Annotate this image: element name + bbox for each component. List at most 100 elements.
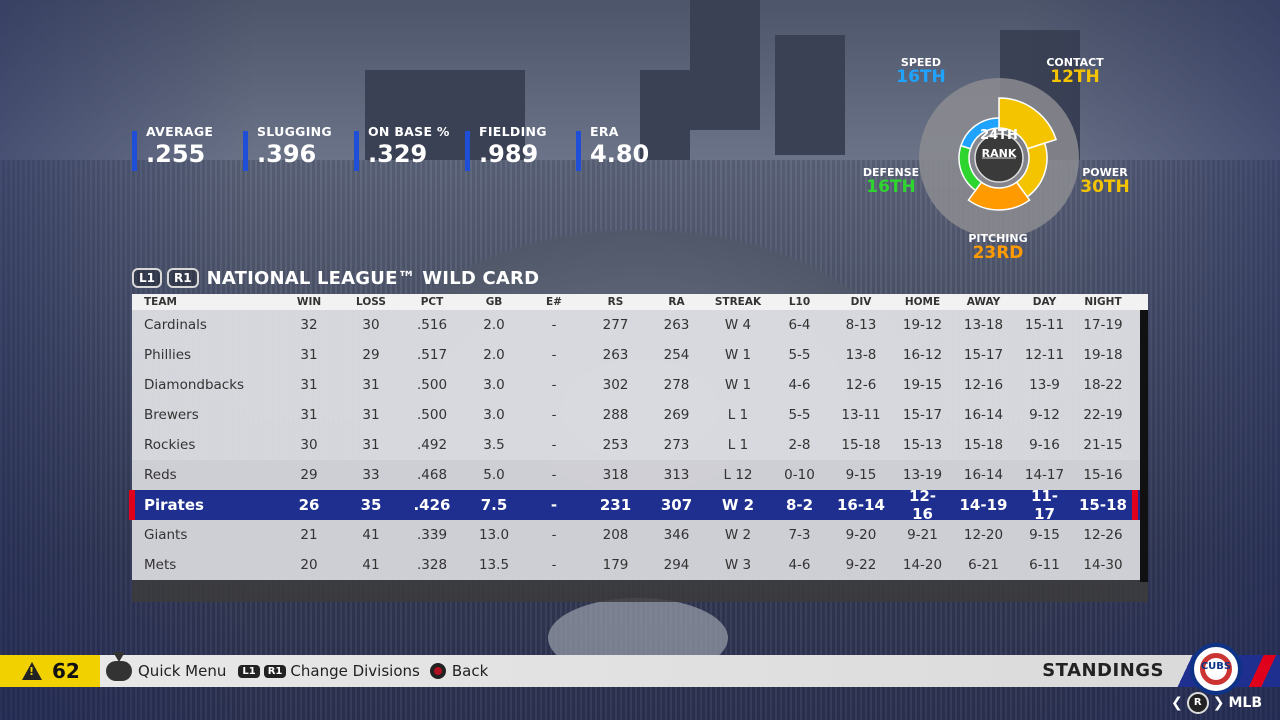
pitching-segment bbox=[967, 181, 1031, 211]
rank-speed-label: SPEED bbox=[900, 56, 942, 69]
table-cell: 14-30 bbox=[1083, 557, 1123, 573]
table-row[interactable]: Phillies 31 29 .517 2.0 - 263 254 W 1 5-5 13-8 16-1… bbox=[132, 340, 1148, 370]
table-cell: 6-21 bbox=[968, 557, 999, 573]
table-row[interactable]: Rockies 30 31 .492 3.5 - 253 273 L 1 2-8 15-18 15-1… bbox=[132, 430, 1148, 460]
table-cell: 278 bbox=[663, 377, 690, 393]
table-cell: 5-5 bbox=[788, 407, 811, 423]
table-cell: 4-6 bbox=[788, 557, 811, 573]
back-label: Back bbox=[451, 662, 489, 680]
table-cell: .516 bbox=[416, 317, 448, 333]
quick-menu-button[interactable]: Quick Menu bbox=[106, 661, 226, 681]
back-button[interactable]: Back bbox=[429, 662, 489, 680]
table-cell: 15-18 bbox=[1079, 496, 1127, 514]
stat-value: .396 bbox=[257, 140, 317, 168]
table-row[interactable]: Reds 29 33 .468 5.0 - 318 313 L 12 0-10 9-15 13-19 1… bbox=[132, 460, 1148, 490]
column-header[interactable]: AWAY bbox=[966, 296, 1001, 308]
table-cell: 14-19 bbox=[959, 496, 1008, 514]
column-header[interactable]: WIN bbox=[296, 296, 322, 308]
table-cell: - bbox=[551, 407, 557, 423]
column-header[interactable]: DIV bbox=[850, 296, 872, 308]
table-cell: 22-19 bbox=[1083, 407, 1123, 423]
column-header[interactable]: STREAK bbox=[714, 296, 762, 308]
table-cell: 16-14 bbox=[963, 467, 1004, 483]
table-cell: 12-26 bbox=[1083, 527, 1123, 543]
column-header[interactable]: LOSS bbox=[356, 296, 386, 308]
column-header[interactable]: L10 bbox=[788, 296, 811, 308]
table-row[interactable]: Brewers 31 31 .500 3.0 - 288 269 L 1 5-5 13-11 15-1… bbox=[132, 400, 1148, 430]
table-row[interactable]: Cardinals 32 30 .516 2.0 - 277 263 W 4 6-4 8-13 19-… bbox=[132, 310, 1148, 340]
table-cell: 15-13 bbox=[902, 437, 943, 453]
column-header[interactable]: HOME bbox=[904, 296, 941, 308]
table-cell: 9-22 bbox=[845, 557, 877, 573]
column-header[interactable]: E# bbox=[546, 296, 562, 308]
stat-value: .255 bbox=[146, 140, 206, 168]
table-cell: .517 bbox=[416, 347, 448, 363]
column-header[interactable]: GB bbox=[485, 296, 503, 308]
league-title: NATIONAL LEAGUE™ WILD CARD bbox=[206, 267, 540, 289]
table-cell: L 1 bbox=[727, 407, 749, 423]
column-header[interactable]: DAY bbox=[1032, 296, 1057, 308]
cubs-logo-text: CUBS bbox=[1200, 661, 1232, 672]
table-cell: 9-15 bbox=[845, 467, 877, 483]
table-cell: 12-16 bbox=[963, 377, 1004, 393]
table-row[interactable]: Giants 21 41 .339 13.0 - 208 346 W 2 7-3 9-20 9-21 1… bbox=[132, 520, 1148, 550]
column-header[interactable]: NIGHT bbox=[1084, 296, 1122, 308]
column-header[interactable]: RS bbox=[607, 296, 624, 308]
stat-fielding: FIELDING .989 bbox=[465, 124, 576, 172]
speed-segment bbox=[960, 117, 1000, 150]
rank-pitching: PITCHING 23RD bbox=[963, 232, 1033, 263]
table-cell: 2.0 bbox=[483, 347, 505, 363]
table-cell: 15-11 bbox=[1024, 317, 1065, 333]
l1-button[interactable]: L1 bbox=[132, 268, 162, 288]
stat-on-base: ON BASE % .329 bbox=[354, 124, 465, 172]
table-cell: 29 bbox=[300, 467, 318, 483]
table-cell: 302 bbox=[602, 377, 629, 393]
warning-icon: ! bbox=[22, 662, 42, 680]
table-cell: W 4 bbox=[724, 317, 752, 333]
table-cell: 4-6 bbox=[788, 377, 811, 393]
team-rank-wheel: 24TH RANK SPEED 16TH CONTACT 12TH DEFENS… bbox=[860, 55, 1140, 270]
r1-icon: R1 bbox=[263, 664, 287, 678]
table-cell: 32 bbox=[300, 317, 318, 333]
stat-label: AVERAGE bbox=[146, 124, 214, 139]
rank-defense-value: 16TH bbox=[866, 177, 916, 197]
column-header[interactable]: TEAM bbox=[144, 296, 177, 308]
table-cell: 15-16 bbox=[1083, 467, 1123, 483]
table-cell: 35 bbox=[360, 496, 382, 514]
table-row[interactable]: Pirates 26 35 .426 7.5 - 231 307 W 2 8-2 16-14 12-1… bbox=[129, 487, 1148, 523]
table-cell: 288 bbox=[602, 407, 629, 423]
table-cell: 19-12 bbox=[902, 317, 943, 333]
table-row[interactable]: Mets 20 41 .328 13.5 - 179 294 W 3 4-6 9-22 14-20 6-… bbox=[132, 550, 1148, 580]
table-cell: 13-18 bbox=[963, 317, 1004, 333]
team-name: Pirates bbox=[144, 496, 204, 514]
table-scrollbar[interactable] bbox=[1140, 310, 1148, 582]
column-header[interactable]: PCT bbox=[420, 296, 444, 308]
team-name: Mets bbox=[144, 557, 177, 573]
team-nav-hint[interactable]: ❮ R ❯ MLB bbox=[1171, 692, 1262, 714]
table-cell: 21 bbox=[300, 527, 318, 543]
standings-header: L1 R1 NATIONAL LEAGUE™ WILD CARD bbox=[132, 266, 539, 290]
table-cell: 13-9 bbox=[1029, 377, 1060, 393]
table-cell: 9-21 bbox=[907, 527, 938, 543]
team-name: Reds bbox=[144, 467, 177, 483]
table-cell: 273 bbox=[663, 437, 690, 453]
table-cell: 3.0 bbox=[483, 407, 505, 423]
alert-badge[interactable]: ! 62 bbox=[0, 655, 100, 687]
table-cell: - bbox=[551, 467, 557, 483]
rank-speed: SPEED 16TH bbox=[886, 56, 956, 87]
table-cell: W 2 bbox=[721, 496, 755, 514]
table-cell: - bbox=[550, 496, 558, 514]
stat-value: .989 bbox=[479, 140, 539, 168]
r1-button[interactable]: R1 bbox=[167, 268, 199, 288]
change-divisions-button[interactable]: L1 R1 Change Divisions bbox=[238, 662, 420, 680]
table-cell: 7-3 bbox=[788, 527, 811, 543]
change-divisions-label: Change Divisions bbox=[290, 662, 420, 680]
table-cell: 20 bbox=[300, 557, 318, 573]
table-row[interactable]: Diamondbacks 31 31 .500 3.0 - 302 278 W 1 4-6 12-6… bbox=[132, 370, 1148, 400]
team-name: Giants bbox=[144, 527, 188, 543]
rank-defense: DEFENSE 16TH bbox=[856, 166, 926, 197]
table-cell: 26 bbox=[298, 496, 320, 514]
column-header[interactable]: RA bbox=[668, 296, 685, 308]
table-cell: 253 bbox=[602, 437, 629, 453]
chevron-left-icon: ❮ bbox=[1171, 695, 1183, 711]
